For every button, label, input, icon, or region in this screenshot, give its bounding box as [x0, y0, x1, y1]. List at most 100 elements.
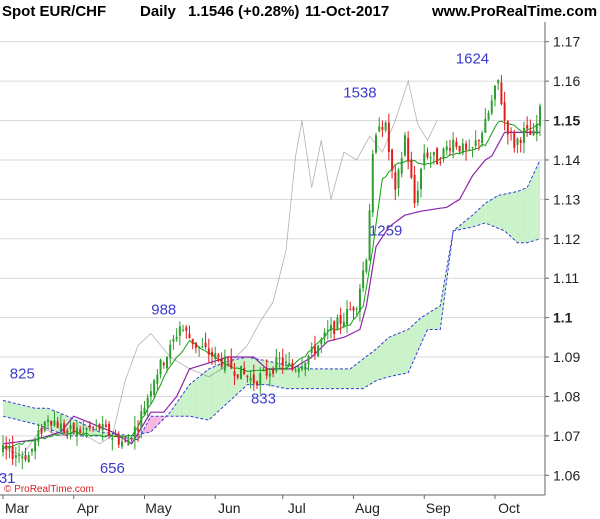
candle-body — [185, 327, 188, 331]
candle — [371, 149, 374, 218]
candle-body — [355, 308, 358, 310]
candle — [249, 370, 252, 389]
candle — [403, 132, 406, 158]
candle — [98, 423, 101, 432]
candle — [487, 110, 490, 122]
candle — [468, 139, 471, 152]
candle-body — [162, 362, 165, 366]
candle — [539, 103, 541, 136]
candle — [8, 438, 11, 459]
candle — [397, 167, 400, 197]
cloud-segment — [517, 190, 521, 243]
cloud-segment — [28, 406, 32, 424]
candle — [85, 426, 88, 438]
candle-body — [342, 321, 345, 328]
candle — [535, 114, 538, 142]
candle-body — [484, 118, 487, 133]
quote-date: 11-Oct-2017 — [305, 3, 390, 20]
cloud-segment — [520, 188, 524, 243]
candle-body — [365, 259, 368, 272]
candle-body — [317, 345, 320, 357]
candle-body — [153, 380, 156, 395]
candle — [227, 355, 230, 367]
cloud-segment — [437, 305, 441, 330]
candle — [358, 283, 361, 322]
cloud-segment — [424, 313, 428, 337]
price-annotation-label: 1259 — [369, 223, 402, 240]
cloud-segment — [179, 393, 184, 417]
candle-body — [194, 342, 197, 348]
candle — [178, 321, 181, 346]
candle-body — [503, 102, 506, 121]
candle-body — [56, 421, 59, 428]
candle — [169, 339, 172, 365]
cloud-segment — [343, 368, 348, 389]
kijun-sen-line — [2, 131, 540, 445]
candle-body — [169, 344, 172, 359]
candle-body — [66, 430, 69, 433]
x-tick-label: Mar — [5, 500, 29, 516]
candle-body — [297, 368, 300, 373]
candle — [362, 261, 365, 293]
candle-body — [14, 455, 17, 458]
candle-body — [175, 336, 178, 340]
candle-body — [278, 358, 281, 360]
candle — [352, 305, 355, 320]
candle-body — [159, 359, 162, 375]
candle — [461, 138, 464, 156]
candle-body — [63, 423, 66, 433]
cloud-segment — [527, 180, 531, 243]
cloud-segment — [376, 346, 380, 381]
candle-body — [391, 149, 394, 171]
y-tick-label: 1.09 — [553, 349, 580, 365]
candle — [201, 337, 204, 348]
candle — [513, 129, 516, 153]
candle-body — [413, 174, 416, 204]
cloud-segment — [176, 398, 180, 417]
cloud-segment — [202, 371, 206, 420]
candle-body — [149, 391, 152, 397]
candle — [400, 151, 403, 178]
candle-body — [243, 368, 246, 374]
candle-body — [117, 436, 120, 445]
candle-body — [182, 329, 185, 331]
candle-body — [397, 169, 400, 189]
y-tick-label: 1.07 — [553, 428, 580, 444]
cloud-segment — [366, 354, 370, 387]
period-label: Daily — [140, 3, 176, 20]
candle — [239, 365, 242, 380]
candle-body — [400, 158, 403, 174]
cloud-segment — [350, 366, 354, 389]
candle — [72, 422, 75, 435]
candle-body — [516, 138, 519, 145]
senkou-span-b-line — [2, 222, 541, 441]
candle-body — [326, 329, 329, 332]
cloud-segment — [318, 368, 322, 389]
candle-body — [50, 420, 53, 426]
cloud-segment — [25, 405, 29, 423]
candle — [30, 448, 33, 456]
candle-body — [104, 424, 107, 427]
candle-body — [461, 143, 464, 154]
candle — [423, 144, 426, 170]
cloud-segment — [472, 212, 476, 227]
cloud-segment — [321, 368, 325, 389]
candle-body — [124, 440, 127, 442]
candle-body — [69, 425, 72, 429]
candle-body — [239, 365, 242, 380]
candle — [326, 319, 329, 340]
candle — [500, 74, 503, 106]
cloud-segment — [485, 201, 489, 225]
cloud-segment — [408, 326, 412, 373]
candle — [375, 132, 378, 155]
candle-body — [88, 424, 91, 428]
cloud-segment — [12, 402, 16, 420]
y-tick-label: 1.17 — [553, 34, 580, 50]
cloud-segment — [388, 336, 393, 377]
cloud-segment — [430, 309, 434, 330]
cloud-segment — [385, 337, 389, 378]
candle — [153, 378, 156, 399]
candle-body — [133, 426, 136, 440]
candle — [288, 351, 291, 367]
